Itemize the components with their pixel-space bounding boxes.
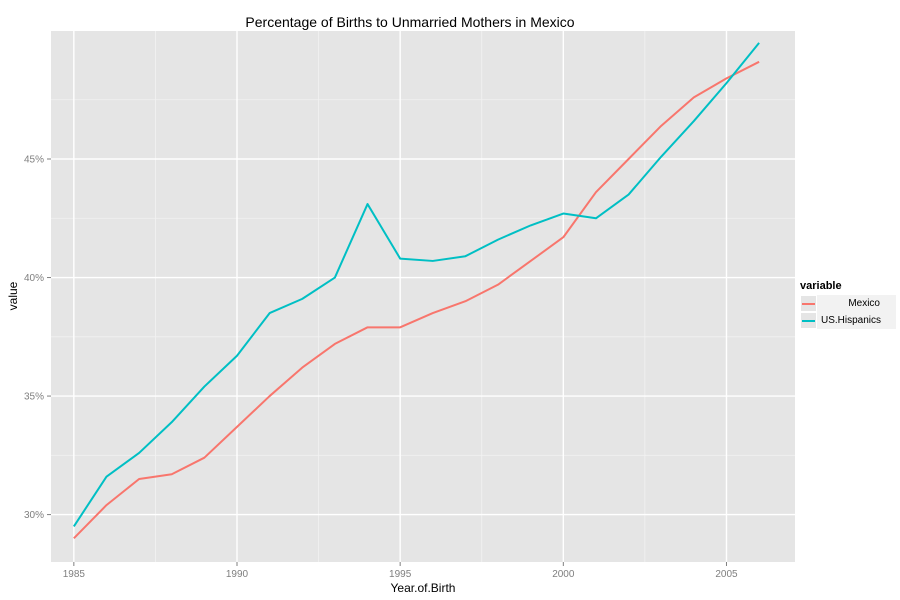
x-tick-label: 1995 bbox=[389, 569, 412, 580]
legend-swatch-us-hispanics bbox=[802, 320, 815, 322]
minor-gridlines bbox=[51, 31, 795, 562]
series-line-us-hispanics bbox=[73, 42, 760, 527]
x-axis: 1985 1990 1995 2000 2005 bbox=[63, 562, 738, 580]
major-gridlines bbox=[51, 31, 795, 562]
legend-title: variable bbox=[800, 280, 842, 292]
plot-panel bbox=[51, 31, 795, 562]
y-tick-label: 35% bbox=[24, 392, 44, 403]
x-tick-label: 2000 bbox=[552, 569, 575, 580]
legend-item-us-hispanics: US.Hispanics bbox=[800, 312, 896, 329]
x-tick-label: 1990 bbox=[226, 569, 249, 580]
legend-key-mexico bbox=[800, 295, 817, 312]
y-axis: 30% 35% 40% 45% bbox=[24, 155, 51, 521]
x-tick-label: 1985 bbox=[63, 569, 86, 580]
series-lines bbox=[73, 42, 760, 539]
x-tick-label: 2005 bbox=[715, 569, 738, 580]
y-tick-label: 30% bbox=[24, 510, 44, 521]
series-line-mexico bbox=[73, 60, 760, 539]
legend-label-mexico: Mexico bbox=[848, 298, 880, 309]
chart-title: Percentage of Births to Unmarried Mother… bbox=[245, 14, 575, 30]
legend-swatch-mexico bbox=[802, 303, 815, 305]
x-axis-title: Year.of.Birth bbox=[391, 581, 456, 595]
legend: variable Mexico US.Hispanics bbox=[800, 280, 896, 329]
legend-item-mexico: Mexico bbox=[800, 295, 896, 312]
y-tick-label: 45% bbox=[24, 155, 44, 166]
legend-key-us-hispanics bbox=[800, 312, 817, 329]
y-tick-label: 40% bbox=[24, 273, 44, 284]
legend-label-us-hispanics: US.Hispanics bbox=[821, 315, 882, 326]
y-axis-title: value bbox=[6, 281, 20, 310]
